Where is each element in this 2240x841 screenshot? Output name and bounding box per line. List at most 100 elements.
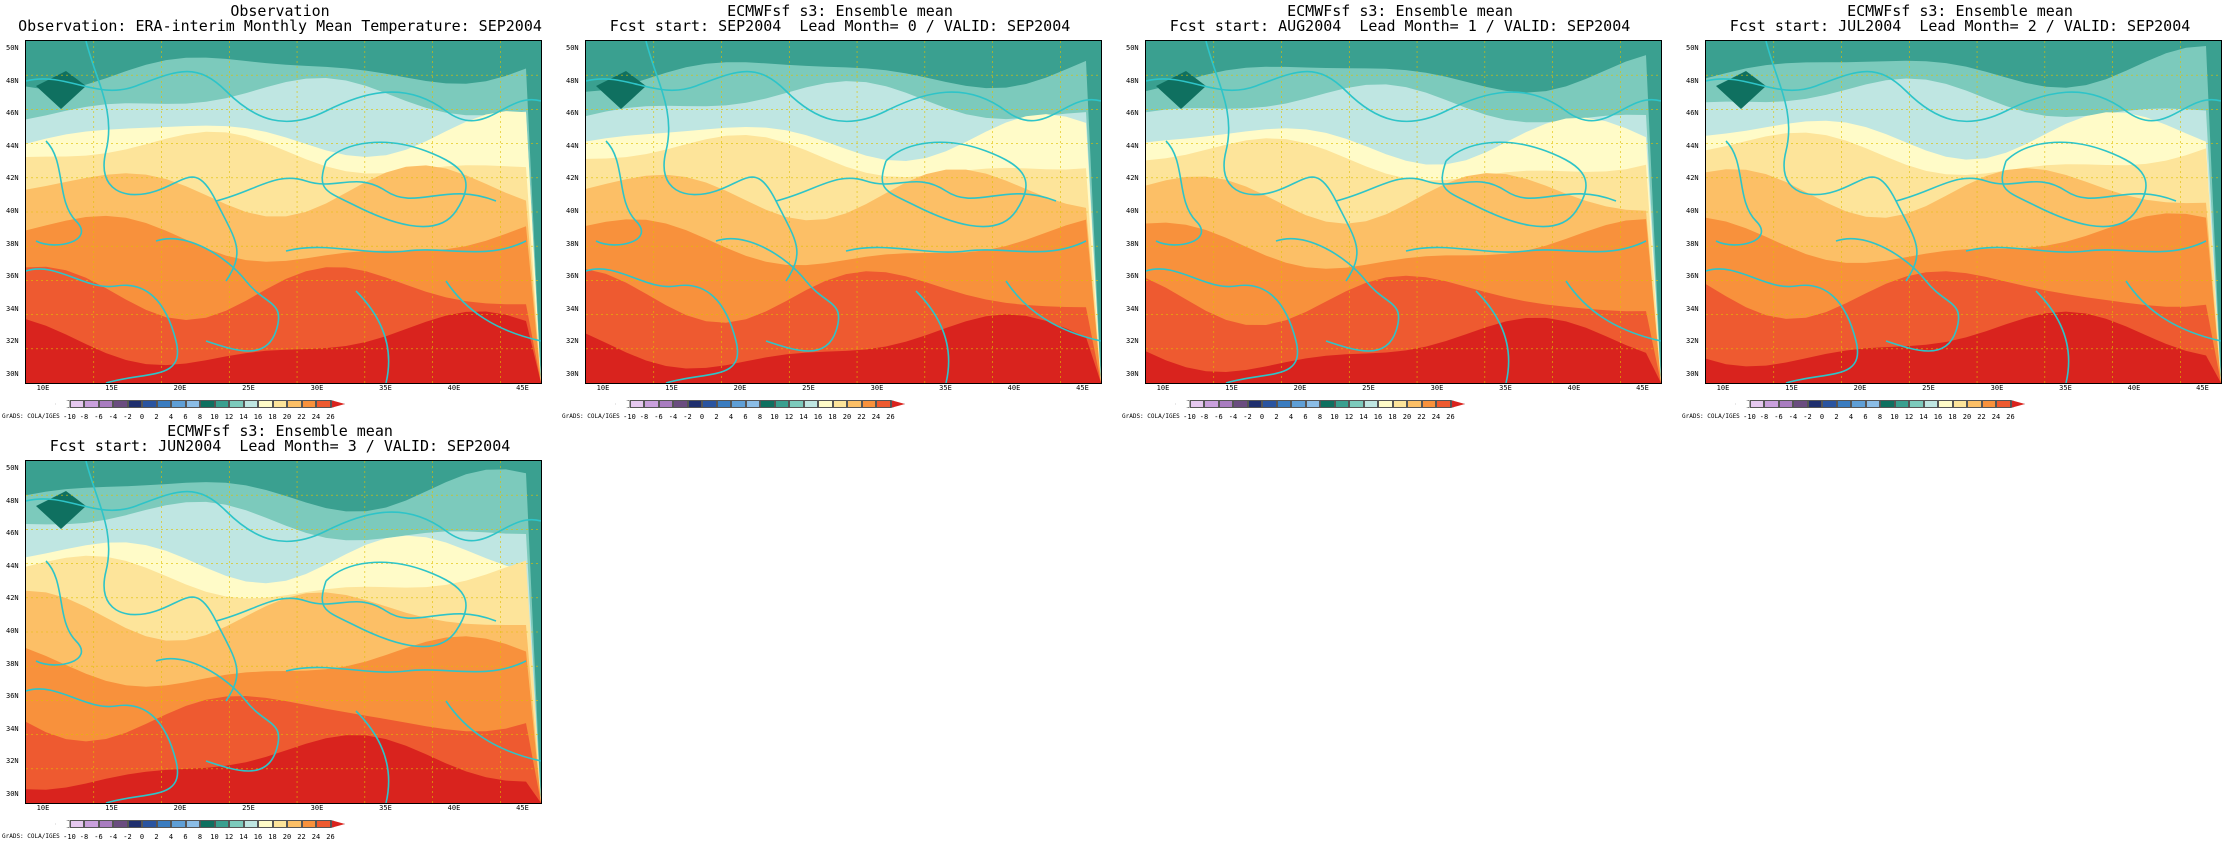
colorbar-swatch bbox=[803, 400, 818, 408]
panel-title: ECMWFsf s3: Ensemble mean bbox=[167, 422, 393, 440]
colorbar-swatch bbox=[1175, 400, 1190, 408]
lon-tick-label: 35E bbox=[939, 384, 952, 392]
colorbar-label: -10 bbox=[623, 413, 636, 421]
colorbar-swatch bbox=[258, 400, 273, 408]
temperature-map bbox=[26, 41, 541, 383]
colorbar-label: 26 bbox=[326, 833, 335, 841]
colorbar-swatch bbox=[1247, 400, 1262, 408]
lon-tick-label: 25E bbox=[242, 384, 255, 392]
colorbar-swatch bbox=[55, 400, 70, 408]
coastline bbox=[1155, 140, 1203, 246]
colorbar-label: 12 bbox=[1904, 413, 1914, 421]
colorbar-label: 6 bbox=[1863, 413, 1868, 421]
colorbar-swatch bbox=[832, 400, 847, 408]
coastline bbox=[586, 268, 739, 383]
lat-tick-label: 50N bbox=[6, 44, 19, 52]
colorbar-swatch bbox=[229, 820, 244, 828]
lon-tick-label: 20E bbox=[173, 804, 187, 812]
colorbar-label: -10 bbox=[63, 413, 76, 421]
temperature-map bbox=[1706, 41, 2221, 383]
colorbar-swatch bbox=[113, 400, 128, 408]
coastline bbox=[155, 658, 280, 772]
colorbar-label: 2 bbox=[714, 413, 719, 421]
colorbar-swatch bbox=[1967, 400, 1982, 408]
lat-tick-label: 48N bbox=[566, 76, 579, 85]
lat-tick-label: 46N bbox=[6, 529, 19, 538]
coastline bbox=[85, 461, 238, 702]
colorbar-swatch bbox=[644, 400, 659, 408]
colorbar-label: 8 bbox=[757, 413, 763, 421]
lon-tick-label: 30E bbox=[870, 384, 884, 392]
colorbar-swatch bbox=[98, 820, 113, 828]
colorbar-swatch bbox=[142, 400, 157, 408]
temperature-map bbox=[1146, 41, 1661, 383]
colorbar-swatch bbox=[1880, 400, 1895, 408]
colorbar-swatch bbox=[1262, 400, 1277, 408]
contour-band bbox=[586, 314, 1101, 383]
colorbar-swatch bbox=[1421, 400, 1436, 408]
lat-tick-label: 50N bbox=[6, 464, 19, 472]
lat-tick-label: 36N bbox=[6, 272, 19, 281]
colorbar-label: 0 bbox=[139, 413, 145, 421]
colorbar-label: 14 bbox=[1359, 413, 1368, 421]
lat-tick-label: 32N bbox=[1686, 337, 1699, 346]
lat-tick-label: 48N bbox=[6, 76, 19, 85]
coastline bbox=[1275, 238, 1400, 352]
lat-tick-label: 34N bbox=[1126, 304, 1139, 313]
colorbar-label: -10 bbox=[1183, 413, 1196, 421]
coastline bbox=[1475, 290, 1510, 383]
coastline bbox=[26, 268, 179, 383]
lat-tick-label: 36N bbox=[1686, 272, 1699, 281]
colorbar-swatch bbox=[789, 400, 804, 408]
temperature-map bbox=[586, 41, 1101, 383]
colorbar-label: -6 bbox=[1774, 413, 1783, 421]
cold-anomaly bbox=[36, 71, 86, 109]
grads-credit: GrADS: COLA/IGES bbox=[1122, 413, 1180, 420]
coastline bbox=[1835, 238, 1960, 352]
colorbar-label: 10 bbox=[1330, 413, 1339, 421]
colorbar-label: -8 bbox=[79, 833, 89, 841]
colorbar-swatch bbox=[1909, 400, 1924, 408]
lon-tick-label: 20E bbox=[173, 384, 187, 392]
colorbar-swatch bbox=[142, 820, 157, 828]
lon-tick-label: 45E bbox=[1636, 384, 1649, 392]
colorbar-swatch bbox=[1204, 400, 1219, 408]
colorbar-label: 4 bbox=[1288, 413, 1294, 421]
lon-tick-label: 35E bbox=[379, 384, 392, 392]
colorbar-swatch bbox=[1363, 400, 1378, 408]
colorbar-label: 16 bbox=[1933, 413, 1943, 421]
cold-anomaly bbox=[1156, 71, 1206, 109]
lon-tick-label: 30E bbox=[310, 384, 324, 392]
lon-tick-label: 10E bbox=[36, 804, 50, 812]
colorbar-swatch bbox=[615, 400, 630, 408]
panel-subtitle: Fcst start: AUG2004 Lead Month= 1 / VALI… bbox=[1169, 17, 1631, 35]
colorbar-swatch bbox=[760, 400, 775, 408]
coastline bbox=[715, 238, 840, 352]
colorbar-label: 22 bbox=[1977, 413, 1986, 421]
colorbar-swatch bbox=[98, 400, 113, 408]
colorbar-swatch bbox=[1778, 400, 1793, 408]
coastline bbox=[1895, 177, 2177, 202]
colorbar-swatch bbox=[1836, 400, 1851, 408]
colorbar-label: 4 bbox=[168, 413, 174, 421]
coastline bbox=[445, 280, 541, 342]
lon-tick-label: 10E bbox=[36, 384, 50, 392]
panel-title: ECMWFsf s3: Ensemble mean bbox=[727, 2, 953, 20]
colorbar-swatch bbox=[1807, 400, 1822, 408]
colorbar-label: -6 bbox=[654, 413, 663, 421]
colorbar-swatch bbox=[272, 820, 287, 828]
colorbar-label: 0 bbox=[1259, 413, 1265, 421]
coastline bbox=[2001, 141, 2147, 228]
lon-tick-label: 40E bbox=[1567, 384, 1581, 392]
colorbar-swatch bbox=[316, 400, 331, 408]
colorbar-label: 4 bbox=[728, 413, 734, 421]
colorbar-swatch bbox=[214, 400, 229, 408]
coastline bbox=[215, 597, 497, 622]
lon-tick-label: 10E bbox=[1156, 384, 1170, 392]
lon-tick-label: 30E bbox=[310, 804, 324, 812]
colorbar-label: 6 bbox=[183, 833, 188, 841]
coastline bbox=[321, 561, 467, 648]
lat-tick-label: 46N bbox=[566, 109, 579, 118]
colorbar-label: -2 bbox=[683, 413, 692, 421]
colorbar-swatch bbox=[1450, 400, 1465, 408]
